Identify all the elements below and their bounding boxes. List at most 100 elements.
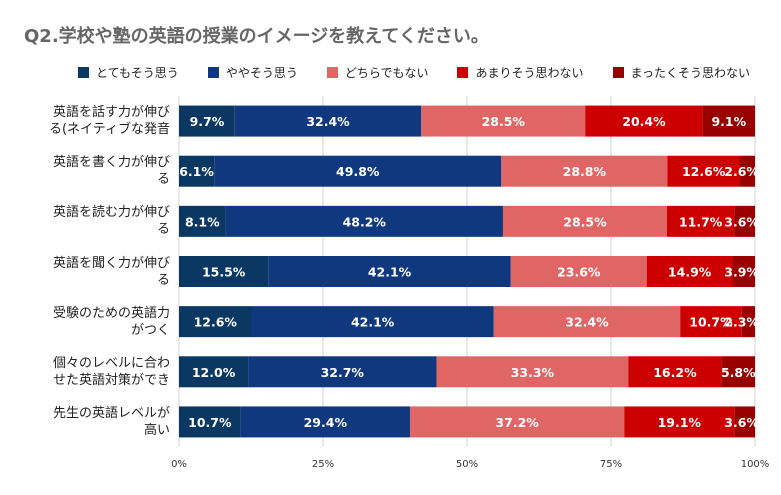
data-label: 10.7%	[689, 315, 733, 330]
data-label: 32.4%	[565, 315, 609, 330]
bar-segment	[179, 306, 252, 338]
bar-segment	[493, 306, 681, 338]
bar-segment	[179, 205, 226, 237]
bar-segment	[179, 155, 215, 187]
category-label-line: 高い	[143, 422, 170, 438]
bar-segment	[680, 306, 742, 338]
bar-segment	[741, 306, 755, 338]
category-label-line: る(ネイティブな発音	[48, 122, 170, 138]
legend-swatch	[457, 66, 469, 78]
data-label: 16.2%	[653, 365, 697, 380]
category-label-line: 受験のための英語力	[52, 305, 170, 321]
legend-label: とてもそう思う	[96, 65, 179, 80]
x-tick-label: 25%	[312, 459, 334, 470]
category-label: 英語を話す力が伸び る(ネイティブな発音	[18, 101, 170, 141]
bar-segment	[421, 105, 586, 137]
bar-segment	[721, 356, 755, 388]
bar-segment	[251, 306, 494, 338]
legend-item: どちらでもない	[326, 64, 429, 81]
x-tick-label: 0%	[171, 459, 187, 470]
chart-title: Q2.学校や塾の英語の授業のイメージを教えてください。	[24, 26, 489, 47]
data-label: 12.6%	[682, 164, 726, 179]
data-label: 28.8%	[563, 164, 607, 179]
bar-segment	[585, 105, 703, 137]
legend-swatch	[326, 66, 338, 78]
legend-item: あまりそう思わない	[457, 64, 584, 81]
data-label: 19.1%	[658, 415, 702, 430]
bar-segment	[179, 256, 269, 287]
category-label-line: る	[156, 172, 170, 188]
data-label: 8.1%	[185, 214, 220, 229]
category-label: 英語を聞く力が伸びる	[18, 252, 170, 292]
category-label-line: せた英語対策ができ	[52, 372, 170, 388]
bar-segment	[624, 406, 735, 438]
legend-item: ややそう思う	[207, 64, 298, 81]
legend-label: まったくそう思わない	[630, 65, 751, 80]
x-tick-label: 50%	[456, 459, 478, 470]
data-label: 2.3%	[724, 315, 759, 330]
data-label: 10.7%	[188, 415, 232, 430]
legend-item: まったくそう思わない	[612, 64, 751, 81]
data-label: 9.7%	[190, 114, 225, 129]
bar-segment	[734, 205, 755, 237]
x-tick-label: 100%	[741, 459, 770, 470]
bar-segment	[268, 256, 511, 287]
legend-swatch	[612, 66, 624, 78]
category-label-line: 個々のレベルに合わ	[52, 355, 170, 371]
bar-segment	[628, 356, 722, 388]
category-label: 英語を読む力が伸びる	[18, 201, 170, 241]
bar-segment	[667, 155, 741, 187]
category-label-line: がつく	[130, 322, 170, 338]
data-label: 33.3%	[511, 365, 555, 380]
data-label: 5.8%	[721, 365, 756, 380]
bar-segment	[502, 205, 667, 237]
bar-segment	[179, 105, 235, 137]
category-label-line: 英語を読む力が伸び	[52, 205, 170, 221]
data-label: 2.6%	[724, 164, 759, 179]
data-label: 42.1%	[368, 265, 412, 280]
bar-segment	[646, 256, 733, 287]
bar-segment	[179, 356, 249, 388]
chart-legend: とてもそう思う ややそう思う どちらでもない あまりそう思わない まったくそう思わない	[78, 64, 750, 80]
category-label: 個々のレベルに合わ せた英語対策ができ	[18, 352, 170, 392]
bar-segment	[234, 105, 422, 137]
data-label: 12.0%	[192, 365, 236, 380]
legend-label: ややそう思う	[225, 65, 298, 80]
data-label: 28.5%	[563, 214, 607, 229]
bar-segment	[225, 205, 503, 237]
category-label-line: 英語を話す力が伸び	[52, 105, 170, 121]
legend-label: どちらでもない	[344, 65, 429, 80]
category-label-line: 英語を書く力が伸び	[52, 155, 170, 171]
category-label-line: る	[156, 222, 170, 238]
category-label: 先生の英語レベルが 高い	[18, 402, 170, 442]
data-label: 11.7%	[679, 214, 723, 229]
bar-segment	[510, 256, 647, 287]
data-label: 49.8%	[336, 164, 380, 179]
legend-swatch	[78, 66, 89, 78]
data-label: 42.1%	[351, 315, 395, 330]
category-label-line: 先生の英語レベルが	[52, 405, 170, 421]
data-label: 29.4%	[304, 415, 348, 430]
category-label: 受験のための英語力 がつく	[18, 302, 170, 342]
bar-segment	[240, 406, 410, 438]
category-label: 英語を書く力が伸びる	[18, 151, 170, 191]
data-label: 3.6%	[724, 415, 759, 430]
data-label: 48.2%	[343, 214, 387, 229]
bar-segment	[501, 155, 668, 187]
x-tick-label: 75%	[600, 459, 622, 470]
bar-segment	[732, 256, 755, 287]
bar-segment	[666, 205, 735, 237]
bar-segment	[734, 406, 755, 438]
data-label: 3.6%	[724, 214, 759, 229]
bar-segment	[214, 155, 502, 187]
legend-item: とてもそう思う	[78, 64, 179, 81]
data-label: 37.2%	[495, 415, 539, 430]
category-label-line: る	[156, 272, 170, 288]
data-label: 3.9%	[724, 265, 759, 280]
bar-segment	[179, 406, 241, 438]
data-label: 32.4%	[306, 114, 350, 129]
bar-segment	[702, 105, 755, 137]
data-label: 15.5%	[202, 265, 246, 280]
legend-swatch	[207, 66, 219, 78]
